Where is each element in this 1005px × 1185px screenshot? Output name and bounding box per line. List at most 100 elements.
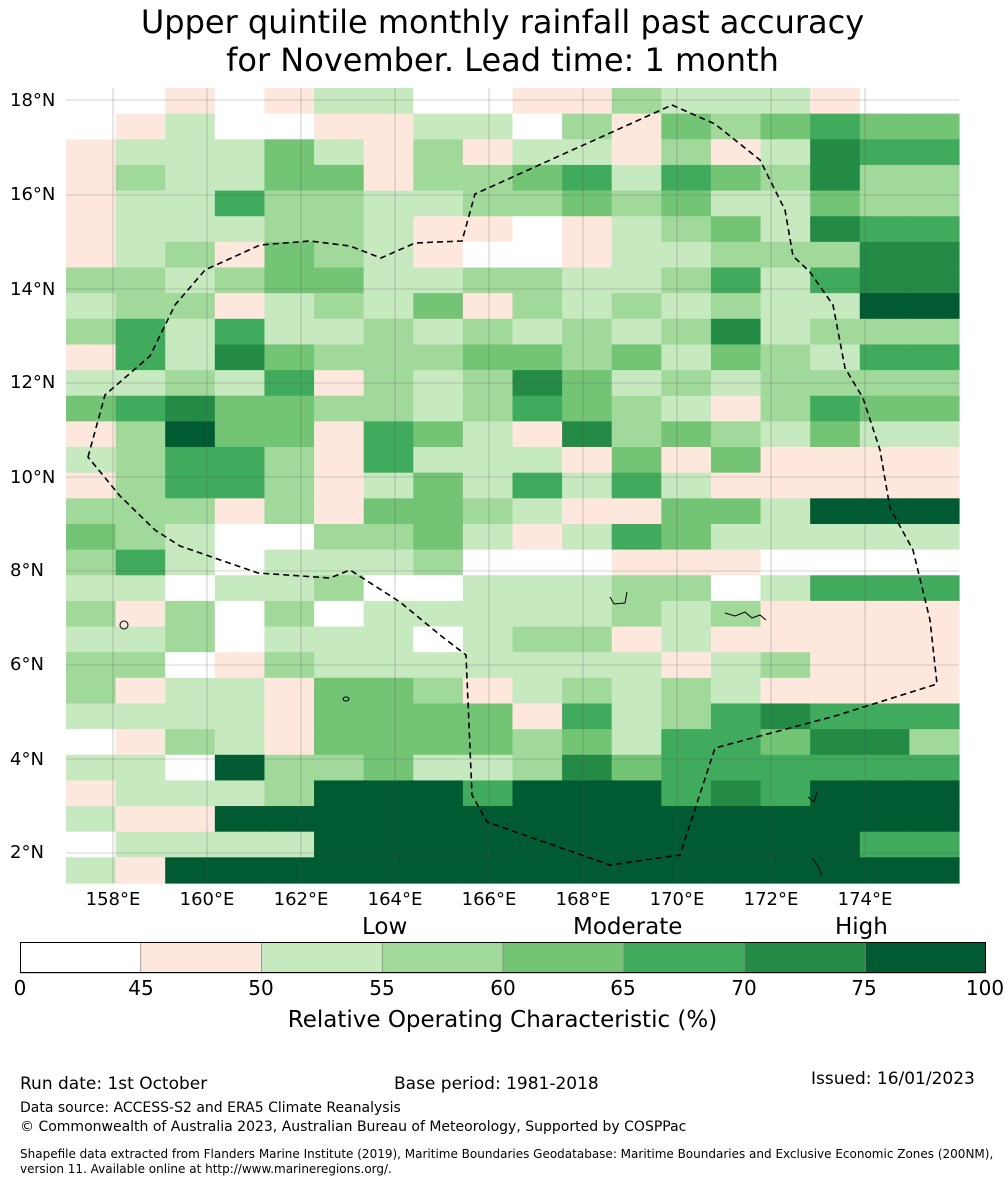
map-cell [760, 523, 811, 551]
map-cell [115, 88, 166, 115]
map-cell [512, 447, 563, 474]
map-cell [314, 729, 365, 756]
map-cell [462, 421, 514, 448]
map-cell [165, 806, 216, 833]
map-cell [512, 113, 563, 140]
map-cell [264, 677, 315, 705]
map-cell [214, 190, 266, 217]
map-cell [363, 831, 414, 858]
map-cell [661, 139, 712, 166]
map-cell [710, 139, 762, 166]
map-cell [810, 498, 861, 525]
map-cell [165, 293, 216, 320]
map-cell [859, 164, 910, 192]
map-cell [314, 549, 365, 576]
map-cell [264, 472, 315, 499]
map-cell [214, 806, 266, 833]
map-cell [363, 88, 414, 115]
map-cell [363, 395, 414, 422]
map-cell [462, 395, 514, 422]
map-cell [512, 677, 563, 705]
map-cell [810, 113, 861, 140]
map-cell [314, 677, 365, 705]
map-cell [810, 344, 861, 371]
map-cell [710, 267, 762, 294]
map-cell [314, 139, 365, 166]
map-cell [859, 113, 910, 140]
map-cell [314, 164, 365, 192]
lat-label-18n: 18°N [10, 90, 56, 111]
map-cell [314, 472, 365, 499]
map-cell [909, 806, 960, 833]
lon-label-158e: 158°E [85, 889, 141, 910]
map-cell [462, 88, 514, 115]
map-cell [710, 626, 762, 653]
map-cell [214, 831, 266, 858]
rainfall-accuracy-map [66, 88, 960, 884]
map-cell [363, 652, 414, 679]
map-cell [909, 164, 960, 192]
map-cell [264, 88, 315, 115]
map-cell [66, 241, 117, 269]
map-cell [512, 293, 563, 320]
map-cell [165, 703, 216, 730]
map-cell [264, 806, 315, 833]
map-cell [115, 626, 166, 653]
map-cell [611, 575, 662, 602]
map-cell [413, 729, 464, 756]
copyright: © Commonwealth of Australia 2023, Austra… [20, 1119, 687, 1135]
colorbar-tick-75: 75 [851, 976, 877, 1000]
map-cell [264, 523, 315, 551]
map-cell [363, 139, 414, 166]
map-cell [760, 600, 811, 628]
map-cell [264, 600, 315, 628]
colorbar-tick-65: 65 [610, 976, 636, 1000]
map-cell [462, 575, 514, 602]
map-cell [115, 164, 166, 192]
map-cell [710, 652, 762, 679]
map-cell [363, 190, 414, 217]
map-cell [363, 575, 414, 602]
map-cell [413, 113, 464, 140]
map-cell [115, 293, 166, 320]
map-cell [165, 677, 216, 705]
map-cell [562, 344, 613, 371]
colorbar-segment [140, 942, 263, 974]
map-cell [611, 216, 662, 243]
map-cell [512, 421, 563, 448]
map-cell [562, 216, 613, 243]
map-cell [264, 318, 315, 346]
map-cell [66, 729, 117, 756]
map-cell [512, 523, 563, 551]
map-cell [562, 241, 613, 269]
map-cell [710, 241, 762, 269]
map-cell [760, 677, 811, 705]
map-cell [115, 190, 166, 217]
map-cell [909, 395, 960, 422]
map-cell [66, 549, 117, 576]
map-cell [611, 549, 662, 576]
map-cell [810, 575, 861, 602]
map-cell [512, 164, 563, 192]
map-cell [909, 703, 960, 730]
map-cell [314, 600, 365, 628]
map-cell [859, 523, 910, 551]
map-cell [710, 344, 762, 371]
category-low: Low [362, 914, 408, 940]
map-cell [413, 806, 464, 833]
map-cell [66, 498, 117, 525]
map-cell [165, 113, 216, 140]
map-cell [462, 780, 514, 807]
map-cell [512, 216, 563, 243]
map-cell [462, 498, 514, 525]
map-cell [611, 523, 662, 551]
map-cell [214, 677, 266, 705]
map-cell [562, 703, 613, 730]
map-cell [909, 421, 960, 448]
map-cell [512, 88, 563, 115]
map-cell [710, 831, 762, 858]
map-cell [810, 857, 861, 884]
map-cell [115, 780, 166, 807]
map-cell [363, 113, 414, 140]
map-cell [512, 344, 563, 371]
